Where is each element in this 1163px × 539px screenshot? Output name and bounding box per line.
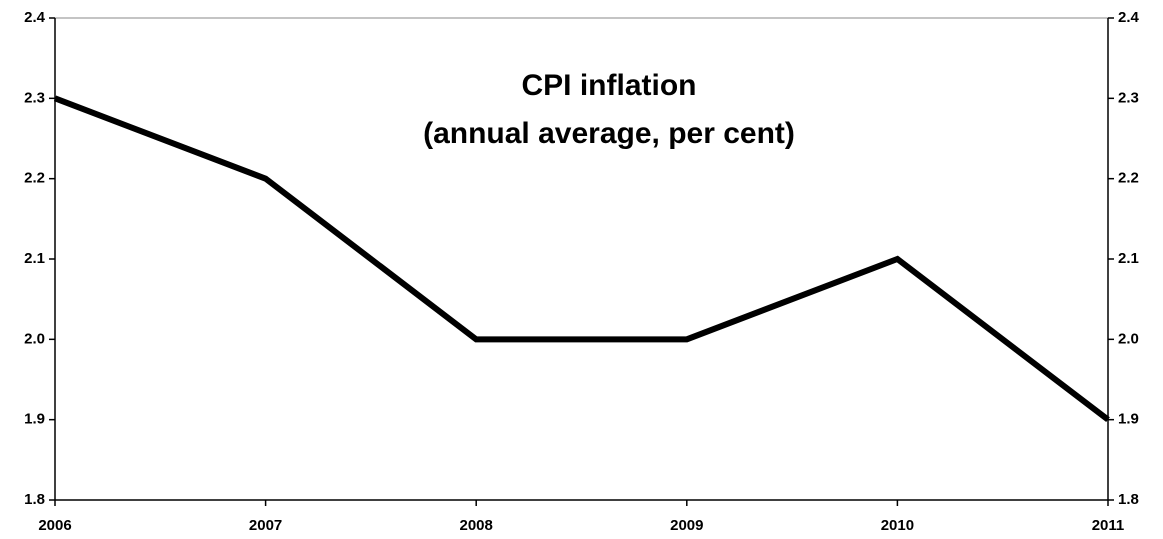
x-tick-label: 2011 [1092,517,1125,534]
chart-subtitle: (annual average, per cent) [423,117,795,150]
y-tick-label: 2.1 [24,250,45,267]
y-tick-label: 2.0 [24,330,45,347]
y-tick-label-right: 2.3 [1118,89,1139,106]
data-line [53,95,1110,423]
x-tick-label: 2009 [670,517,703,534]
x-tick-label: 2006 [38,517,71,534]
y-tick-label-right: 2.4 [1118,9,1140,26]
chart-title: CPI inflation [522,69,697,102]
y-tick-label-right: 2.0 [1118,330,1139,347]
y-tick-label-right: 2.1 [1118,250,1139,267]
y-tick-label-right: 1.9 [1118,411,1139,428]
y-tick-label: 2.2 [24,170,45,187]
y-tick-label: 2.3 [24,89,45,106]
y-tick-label-right: 2.2 [1118,170,1139,187]
y-tick-label: 1.8 [24,491,45,508]
x-tick-label: 2008 [460,517,493,534]
y-tick-label: 2.4 [24,9,46,26]
x-tick-label: 2007 [249,517,282,534]
x-tick-label: 2010 [881,517,914,534]
y-tick-label: 1.9 [24,411,45,428]
y-tick-label-right: 1.8 [1118,491,1139,508]
